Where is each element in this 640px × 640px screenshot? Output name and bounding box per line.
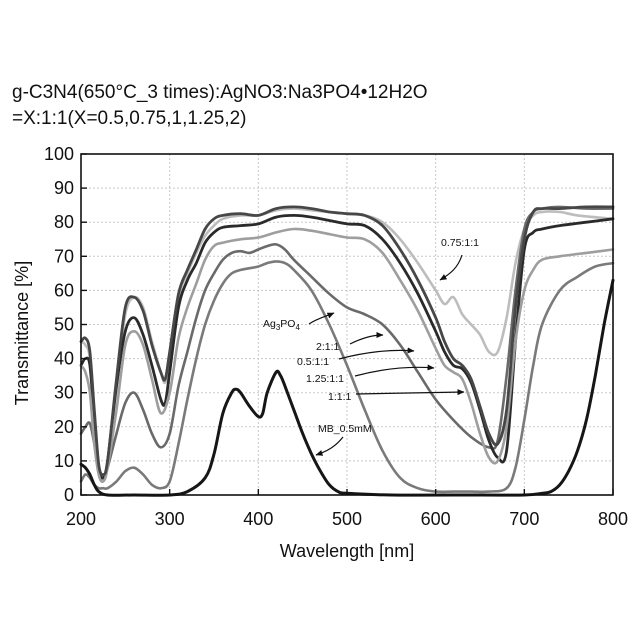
x-tick-label-300: 300 <box>155 509 185 529</box>
annotation-2-label: 2:1:1 <box>316 341 340 353</box>
y-tick-label-50: 50 <box>54 315 74 335</box>
annotation-1.25-arrow <box>355 367 434 376</box>
x-tick-label-200: 200 <box>66 509 96 529</box>
x-axis-title: Wavelength [nm] <box>280 541 414 561</box>
y-axis-title: Transmittance [%] <box>12 261 32 405</box>
annotation-1.25-label: 1.25:1:1 <box>306 373 344 385</box>
ag3po4-sub2: 4 <box>295 323 300 332</box>
x-tick-label-500: 500 <box>332 509 362 529</box>
annotation-0.75-arrow <box>440 255 462 280</box>
annotation-1-label: 1:1:1 <box>328 391 352 403</box>
y-tick-label-10: 10 <box>54 451 74 471</box>
x-tick-label-600: 600 <box>421 509 451 529</box>
y-tick-label-90: 90 <box>54 178 74 198</box>
ag3po4-mid: PO <box>280 318 295 330</box>
ag3po4-main: Ag <box>263 318 276 330</box>
chart-title-line-2: =X:1:1(X=0.5,0.75,1,1.25,2) <box>12 108 247 129</box>
y-tick-label-60: 60 <box>54 280 74 300</box>
y-tick-label-0: 0 <box>64 485 74 505</box>
x-tick-label-700: 700 <box>509 509 539 529</box>
y-tick-label-70: 70 <box>54 246 74 266</box>
x-tick-label-800: 800 <box>598 509 628 529</box>
annotation-mb-arrow <box>316 437 343 455</box>
annotation-2-arrow <box>350 335 383 344</box>
annotation-0.75-label: 0.75:1:1 <box>441 237 479 249</box>
y-tick-label-40: 40 <box>54 349 74 369</box>
annotation-0.5-label: 0.5:1:1 <box>297 356 329 368</box>
x-tick-label-400: 400 <box>243 509 273 529</box>
chart-title-line-1: g-C3N4(650°C_3 times):AgNO3:Na3PO4•12H2O <box>12 82 428 103</box>
annotation-mb-label: MB_0.5mM <box>318 423 372 435</box>
annotation-ag3po4-arrow <box>309 313 334 324</box>
grid-lines <box>81 154 613 495</box>
y-tick-label-30: 30 <box>54 383 74 403</box>
annotation-0.5-arrow <box>339 350 414 359</box>
y-tick-label-20: 20 <box>54 417 74 437</box>
y-tick-label-80: 80 <box>54 212 74 232</box>
y-tick-label-100: 100 <box>44 144 74 164</box>
annotation-ag3po4-label: Ag3PO4 <box>263 318 300 332</box>
